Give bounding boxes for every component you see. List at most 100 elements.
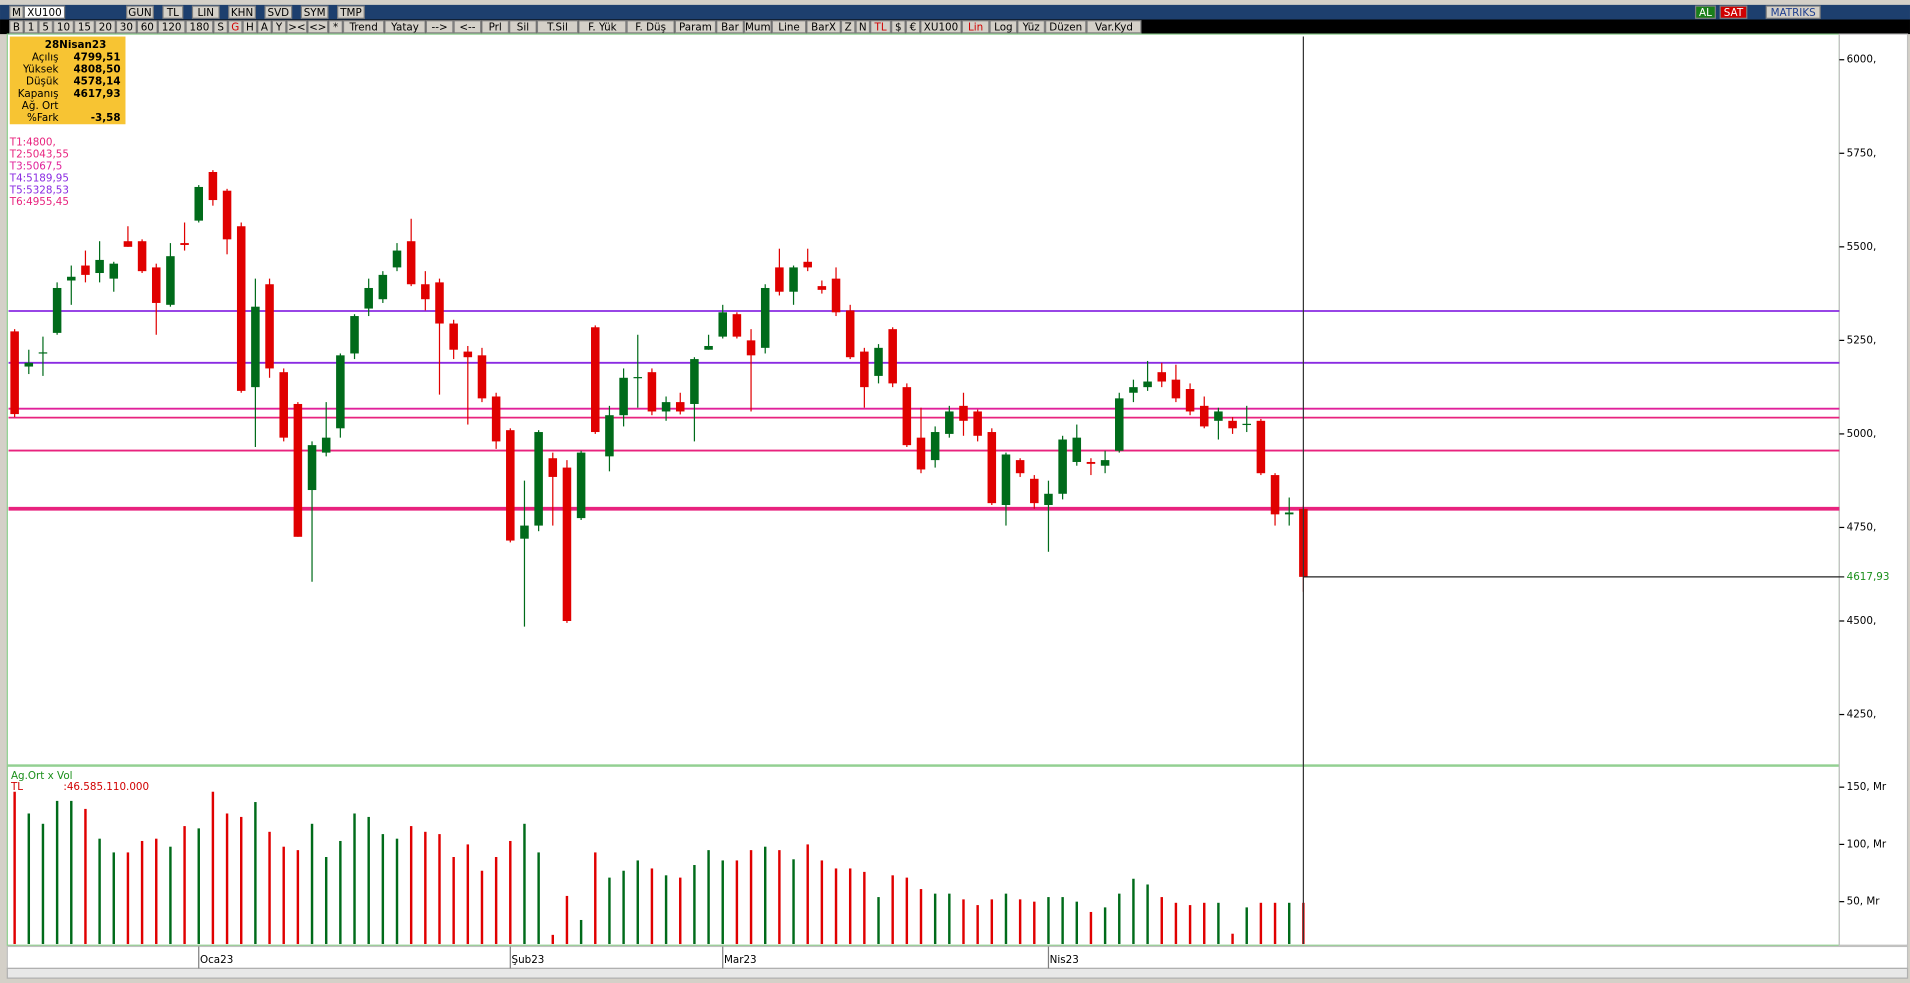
toolbar-button[interactable] bbox=[185, 20, 214, 34]
toolbar-button[interactable] bbox=[425, 20, 454, 34]
toolbar-button[interactable] bbox=[840, 20, 856, 34]
candle-body bbox=[576, 452, 586, 519]
volume-bar bbox=[608, 877, 611, 945]
info-label: Açılış bbox=[32, 51, 59, 63]
toolbar-button[interactable] bbox=[257, 20, 272, 34]
toolbar-button-label: >< bbox=[288, 21, 305, 33]
toolbar-button[interactable] bbox=[307, 20, 329, 34]
volume-bar bbox=[749, 850, 753, 945]
y-tick-label: 4750, bbox=[1847, 521, 1877, 533]
volume-bar bbox=[1103, 907, 1107, 945]
y-tick-label: 5250, bbox=[1847, 334, 1877, 346]
toolbar-button[interactable] bbox=[328, 20, 343, 34]
toolbar-button[interactable] bbox=[1765, 5, 1821, 19]
toolbar-button[interactable] bbox=[961, 20, 990, 34]
volume-bar bbox=[84, 808, 87, 945]
toolbar-button[interactable] bbox=[162, 5, 184, 19]
volume-bar bbox=[1146, 884, 1149, 945]
toolbar-button[interactable] bbox=[191, 5, 220, 19]
toolbar-button-label: XU100 bbox=[27, 7, 61, 19]
toolbar-button[interactable] bbox=[342, 20, 385, 34]
toolbar-button[interactable] bbox=[242, 20, 258, 34]
volume-bar bbox=[55, 800, 59, 945]
info-value: 4578,14 bbox=[73, 76, 120, 88]
toolbar-button[interactable] bbox=[337, 5, 365, 19]
toolbar-button[interactable] bbox=[1694, 5, 1716, 19]
toolbar-button[interactable] bbox=[94, 20, 116, 34]
volume-bar bbox=[225, 813, 229, 945]
toolbar-button[interactable] bbox=[264, 5, 293, 19]
volume-bar bbox=[707, 850, 710, 945]
volume-bar bbox=[466, 844, 470, 945]
toolbar-button-label: BarX bbox=[811, 21, 836, 33]
candle-body bbox=[307, 445, 317, 491]
toolbar-button[interactable] bbox=[286, 20, 308, 34]
toolbar-button[interactable] bbox=[300, 5, 329, 19]
toolbar-button-label: Bar bbox=[721, 21, 739, 33]
toolbar-button[interactable] bbox=[9, 5, 24, 19]
toolbar-button-label: Düzen bbox=[1049, 21, 1082, 33]
candle-body bbox=[675, 402, 685, 412]
candle-body bbox=[1015, 460, 1025, 474]
candle-body bbox=[1044, 493, 1053, 506]
toolbar-button[interactable] bbox=[213, 20, 228, 34]
toolbar-button[interactable] bbox=[384, 20, 426, 34]
toolbar-button[interactable] bbox=[1017, 20, 1046, 34]
toolbar-button[interactable] bbox=[228, 5, 256, 19]
toolbar-button[interactable] bbox=[870, 20, 892, 34]
toolbar-button-label: M bbox=[12, 7, 21, 19]
toolbar-button[interactable] bbox=[73, 20, 95, 34]
toolbar-button[interactable] bbox=[855, 20, 871, 34]
x-axis-panel bbox=[6, 945, 1909, 969]
volume-bar bbox=[523, 823, 526, 945]
toolbar-button[interactable] bbox=[271, 20, 287, 34]
toolbar-button[interactable] bbox=[481, 20, 510, 34]
price-panel bbox=[6, 33, 1840, 766]
toolbar-button-label: 10 bbox=[57, 21, 70, 33]
toolbar-button[interactable] bbox=[920, 20, 962, 34]
toolbar-button[interactable] bbox=[453, 20, 482, 34]
toolbar-button[interactable] bbox=[115, 20, 137, 34]
toolbar-button[interactable] bbox=[578, 20, 627, 34]
toolbar-button[interactable] bbox=[157, 20, 186, 34]
toolbar-button[interactable] bbox=[227, 20, 243, 34]
level-label: T5:5328,53 bbox=[9, 184, 69, 196]
toolbar-button[interactable] bbox=[38, 20, 54, 34]
toolbar-button[interactable] bbox=[9, 20, 24, 34]
toolbar-button[interactable] bbox=[1719, 5, 1748, 19]
info-value: 4617,93 bbox=[73, 88, 120, 100]
candle-body bbox=[279, 372, 288, 438]
candle-body bbox=[562, 467, 572, 621]
toolbar-button[interactable] bbox=[509, 20, 537, 34]
toolbar-button[interactable] bbox=[1045, 20, 1087, 34]
toolbar-button[interactable] bbox=[136, 20, 158, 34]
toolbar-button[interactable] bbox=[126, 5, 154, 19]
toolbar-button[interactable] bbox=[23, 5, 66, 19]
toolbar-button[interactable] bbox=[674, 20, 717, 34]
toolbar-button[interactable] bbox=[536, 20, 579, 34]
candle-body bbox=[435, 282, 444, 324]
volume-bar bbox=[381, 834, 385, 945]
candle-body bbox=[1270, 475, 1280, 515]
toolbar-button[interactable] bbox=[989, 20, 1018, 34]
candle-body bbox=[392, 250, 402, 268]
candle-body bbox=[67, 276, 76, 281]
toolbar-button[interactable] bbox=[626, 20, 675, 34]
candle-body bbox=[38, 352, 48, 354]
toolbar-button[interactable] bbox=[53, 20, 74, 34]
toolbar-button-label: TL bbox=[166, 7, 179, 19]
toolbar-button[interactable] bbox=[771, 20, 807, 34]
toolbar-button[interactable] bbox=[891, 20, 906, 34]
toolbar-button[interactable] bbox=[23, 20, 39, 34]
toolbar-button[interactable] bbox=[1086, 20, 1142, 34]
info-box bbox=[9, 36, 126, 125]
toolbar-button[interactable] bbox=[806, 20, 841, 34]
volume-bar bbox=[169, 846, 172, 945]
toolbar-button[interactable] bbox=[716, 20, 744, 34]
toolbar-button[interactable] bbox=[743, 20, 772, 34]
candle-body bbox=[137, 241, 147, 272]
info-label: Kapanış bbox=[18, 88, 59, 100]
volume-bar bbox=[537, 852, 540, 945]
scrollbar[interactable] bbox=[6, 967, 1909, 979]
toolbar-button[interactable] bbox=[905, 20, 921, 34]
